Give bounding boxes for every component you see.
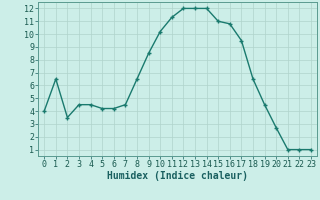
X-axis label: Humidex (Indice chaleur): Humidex (Indice chaleur) <box>107 171 248 181</box>
